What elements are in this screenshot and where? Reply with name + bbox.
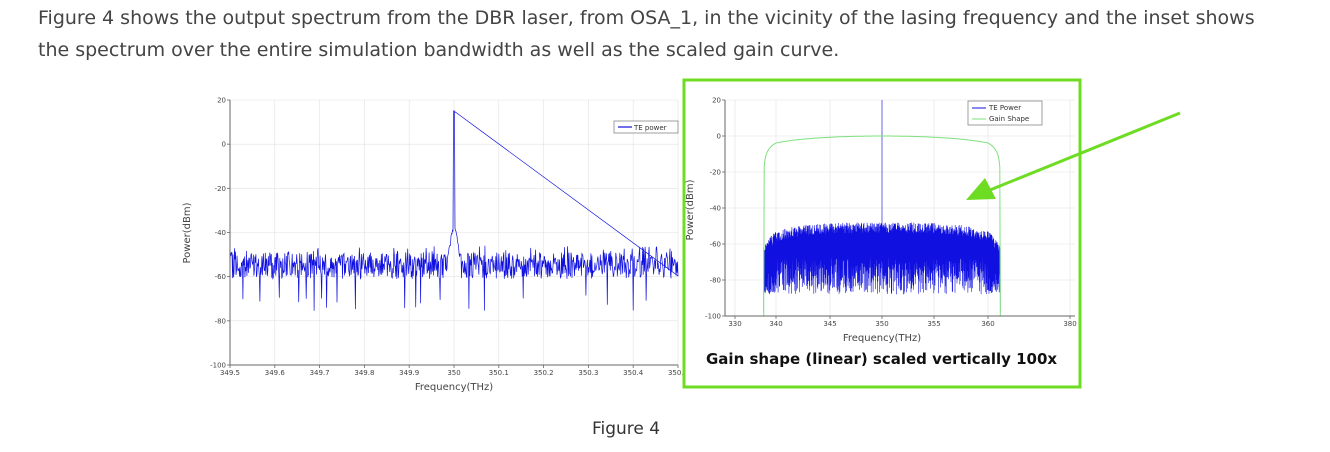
- x-tick-label: 350: [875, 320, 888, 328]
- y-tick-label: 20: [712, 97, 721, 105]
- inset-gain-shape-curve: [763, 135, 1001, 317]
- arrow-shaft: [989, 111, 1181, 192]
- inset-y-ticks: 20 0 -20 -40 -60 -80 -100: [705, 97, 725, 321]
- x-tick-label: 355: [927, 320, 940, 328]
- y-tick-label: -20: [215, 185, 226, 193]
- main-te-power-line: [229, 110, 679, 311]
- x-tick-label: 350.4: [623, 369, 644, 377]
- y-tick-label: 20: [217, 97, 226, 105]
- x-tick-label: 349.6: [265, 369, 286, 377]
- main-y-axis-label: Power(dBm): [182, 202, 193, 263]
- x-tick-label: 350.5: [668, 369, 688, 377]
- main-x-ticks: 349.5 349.6 349.7 349.8 349.9 350 350.1 350.2 35…: [220, 365, 688, 377]
- inset-legend-label-te: TE Power: [988, 104, 1021, 112]
- main-te-power-series: [229, 110, 679, 311]
- x-tick-label: 380: [1063, 320, 1076, 328]
- y-tick-label: 0: [717, 133, 721, 141]
- inset-x-axis-label: Frequency(THz): [843, 333, 921, 344]
- main-x-axis-label: Frequency(THz): [415, 382, 493, 393]
- y-tick-label: -80: [710, 277, 721, 285]
- inset-legend: TE Power Gain Shape: [967, 100, 1043, 126]
- x-tick-label: 350.2: [534, 369, 554, 377]
- inset-x-ticks: 330 340 345 350 355 360 380: [728, 316, 1077, 328]
- x-tick-label: 350.1: [489, 369, 509, 377]
- intro-paragraph: Figure 4 shows the output spectrum from …: [38, 7, 1255, 61]
- arrow-head: [966, 178, 996, 200]
- figure-caption: Figure 4: [591, 419, 661, 439]
- x-tick-label: 350: [447, 369, 460, 377]
- y-tick-label: -100: [705, 313, 721, 321]
- inset-highlight-border: [682, 78, 1082, 389]
- x-tick-label: 330: [728, 320, 741, 328]
- inset-caption: Gain shape (linear) scaled vertically 10…: [706, 350, 1058, 368]
- pointer-arrow: [966, 111, 1181, 200]
- y-tick-label: 0: [222, 141, 226, 149]
- main-legend-label: TE power: [633, 124, 667, 132]
- y-tick-label: -40: [215, 229, 226, 237]
- main-legend: TE power: [613, 120, 679, 134]
- inset-legend-box: [967, 100, 1043, 126]
- main-legend-box: [613, 120, 679, 134]
- y-tick-label: -80: [215, 317, 226, 325]
- x-tick-label: 349.9: [399, 369, 419, 377]
- y-tick-label: -40: [710, 205, 721, 213]
- main-y-ticks: 20 0 -20 -40 -60 -80 -100: [210, 97, 230, 370]
- y-tick-label: -20: [710, 169, 721, 177]
- y-tick-label: -100: [210, 362, 226, 370]
- y-tick-label: -60: [215, 273, 226, 281]
- x-tick-label: 349.8: [354, 369, 374, 377]
- x-tick-label: 349.7: [310, 369, 330, 377]
- inset-spectrum-chart: 20 0 -20 -40 -60 -80 -100 330 340 345 350 355 360 38…: [682, 78, 1082, 389]
- inset-legend-label-gain: Gain Shape: [989, 115, 1029, 123]
- x-tick-label: 349.5: [220, 369, 240, 377]
- x-tick-label: 345: [823, 320, 836, 328]
- main-spectrum-chart: 20 0 -20 -40 -60 -80 -100 349.5 349.6 349.7 349.8…: [182, 97, 688, 394]
- x-tick-label: 360: [981, 320, 994, 328]
- inset-y-axis-label: Power(dBm): [685, 179, 696, 240]
- x-tick-label: 350.3: [578, 369, 598, 377]
- x-tick-label: 340: [769, 320, 782, 328]
- y-tick-label: -60: [710, 241, 721, 249]
